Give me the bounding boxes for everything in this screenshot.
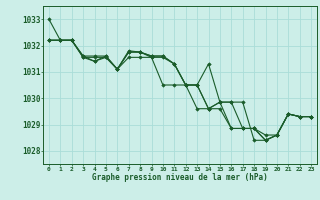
X-axis label: Graphe pression niveau de la mer (hPa): Graphe pression niveau de la mer (hPa) [92,173,268,182]
